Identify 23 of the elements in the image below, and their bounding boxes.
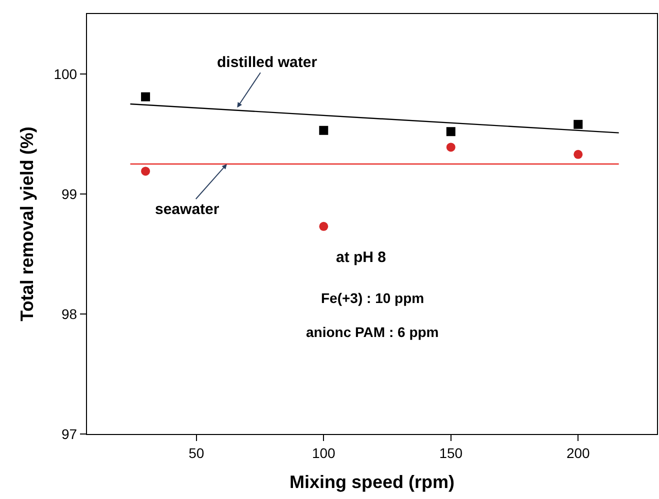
y-tick-label: 97 [62, 426, 78, 442]
x-tick-label: 100 [312, 444, 336, 461]
x-tick-label: 150 [439, 444, 463, 461]
point [319, 126, 328, 135]
x-axis-title: Mixing speed (rpm) [289, 472, 455, 492]
point [446, 142, 456, 152]
point [446, 127, 456, 136]
annotation: Fe(+3) : 10 ppm [321, 290, 424, 306]
y-tick-label: 100 [54, 66, 78, 82]
x-tick-label: 50 [188, 444, 204, 461]
x-tick-label: 200 [566, 444, 590, 461]
point [319, 222, 328, 231]
annotation: seawater [155, 201, 220, 218]
point [574, 120, 583, 129]
point [574, 150, 583, 159]
annotation: distilled water [217, 54, 318, 71]
annotation: anionc PAM : 6 ppm [306, 324, 439, 340]
y-tick-label: 98 [62, 306, 78, 322]
annotation: at pH 8 [336, 249, 386, 266]
point [141, 166, 150, 176]
point [141, 92, 150, 102]
y-axis-title: Total removal yield (%) [16, 126, 37, 322]
y-tick-label: 99 [62, 186, 78, 202]
